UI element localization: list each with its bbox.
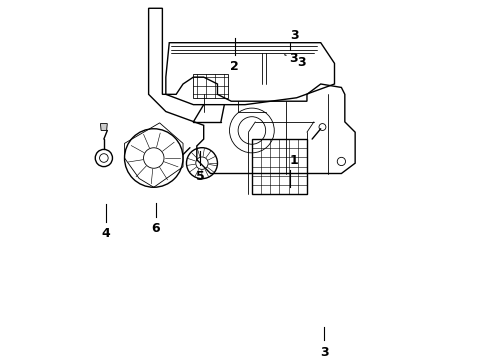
Text: 6: 6 (151, 222, 160, 235)
Polygon shape (100, 123, 107, 130)
Text: 2: 2 (230, 60, 239, 73)
Text: 5: 5 (196, 170, 205, 183)
Text: 3: 3 (297, 56, 306, 69)
Bar (252, 139, 307, 194)
Text: 4: 4 (101, 227, 110, 240)
Text: 3: 3 (320, 346, 328, 359)
Text: 3: 3 (291, 29, 299, 42)
Text: 1: 1 (290, 154, 298, 167)
Text: 3: 3 (285, 51, 297, 65)
